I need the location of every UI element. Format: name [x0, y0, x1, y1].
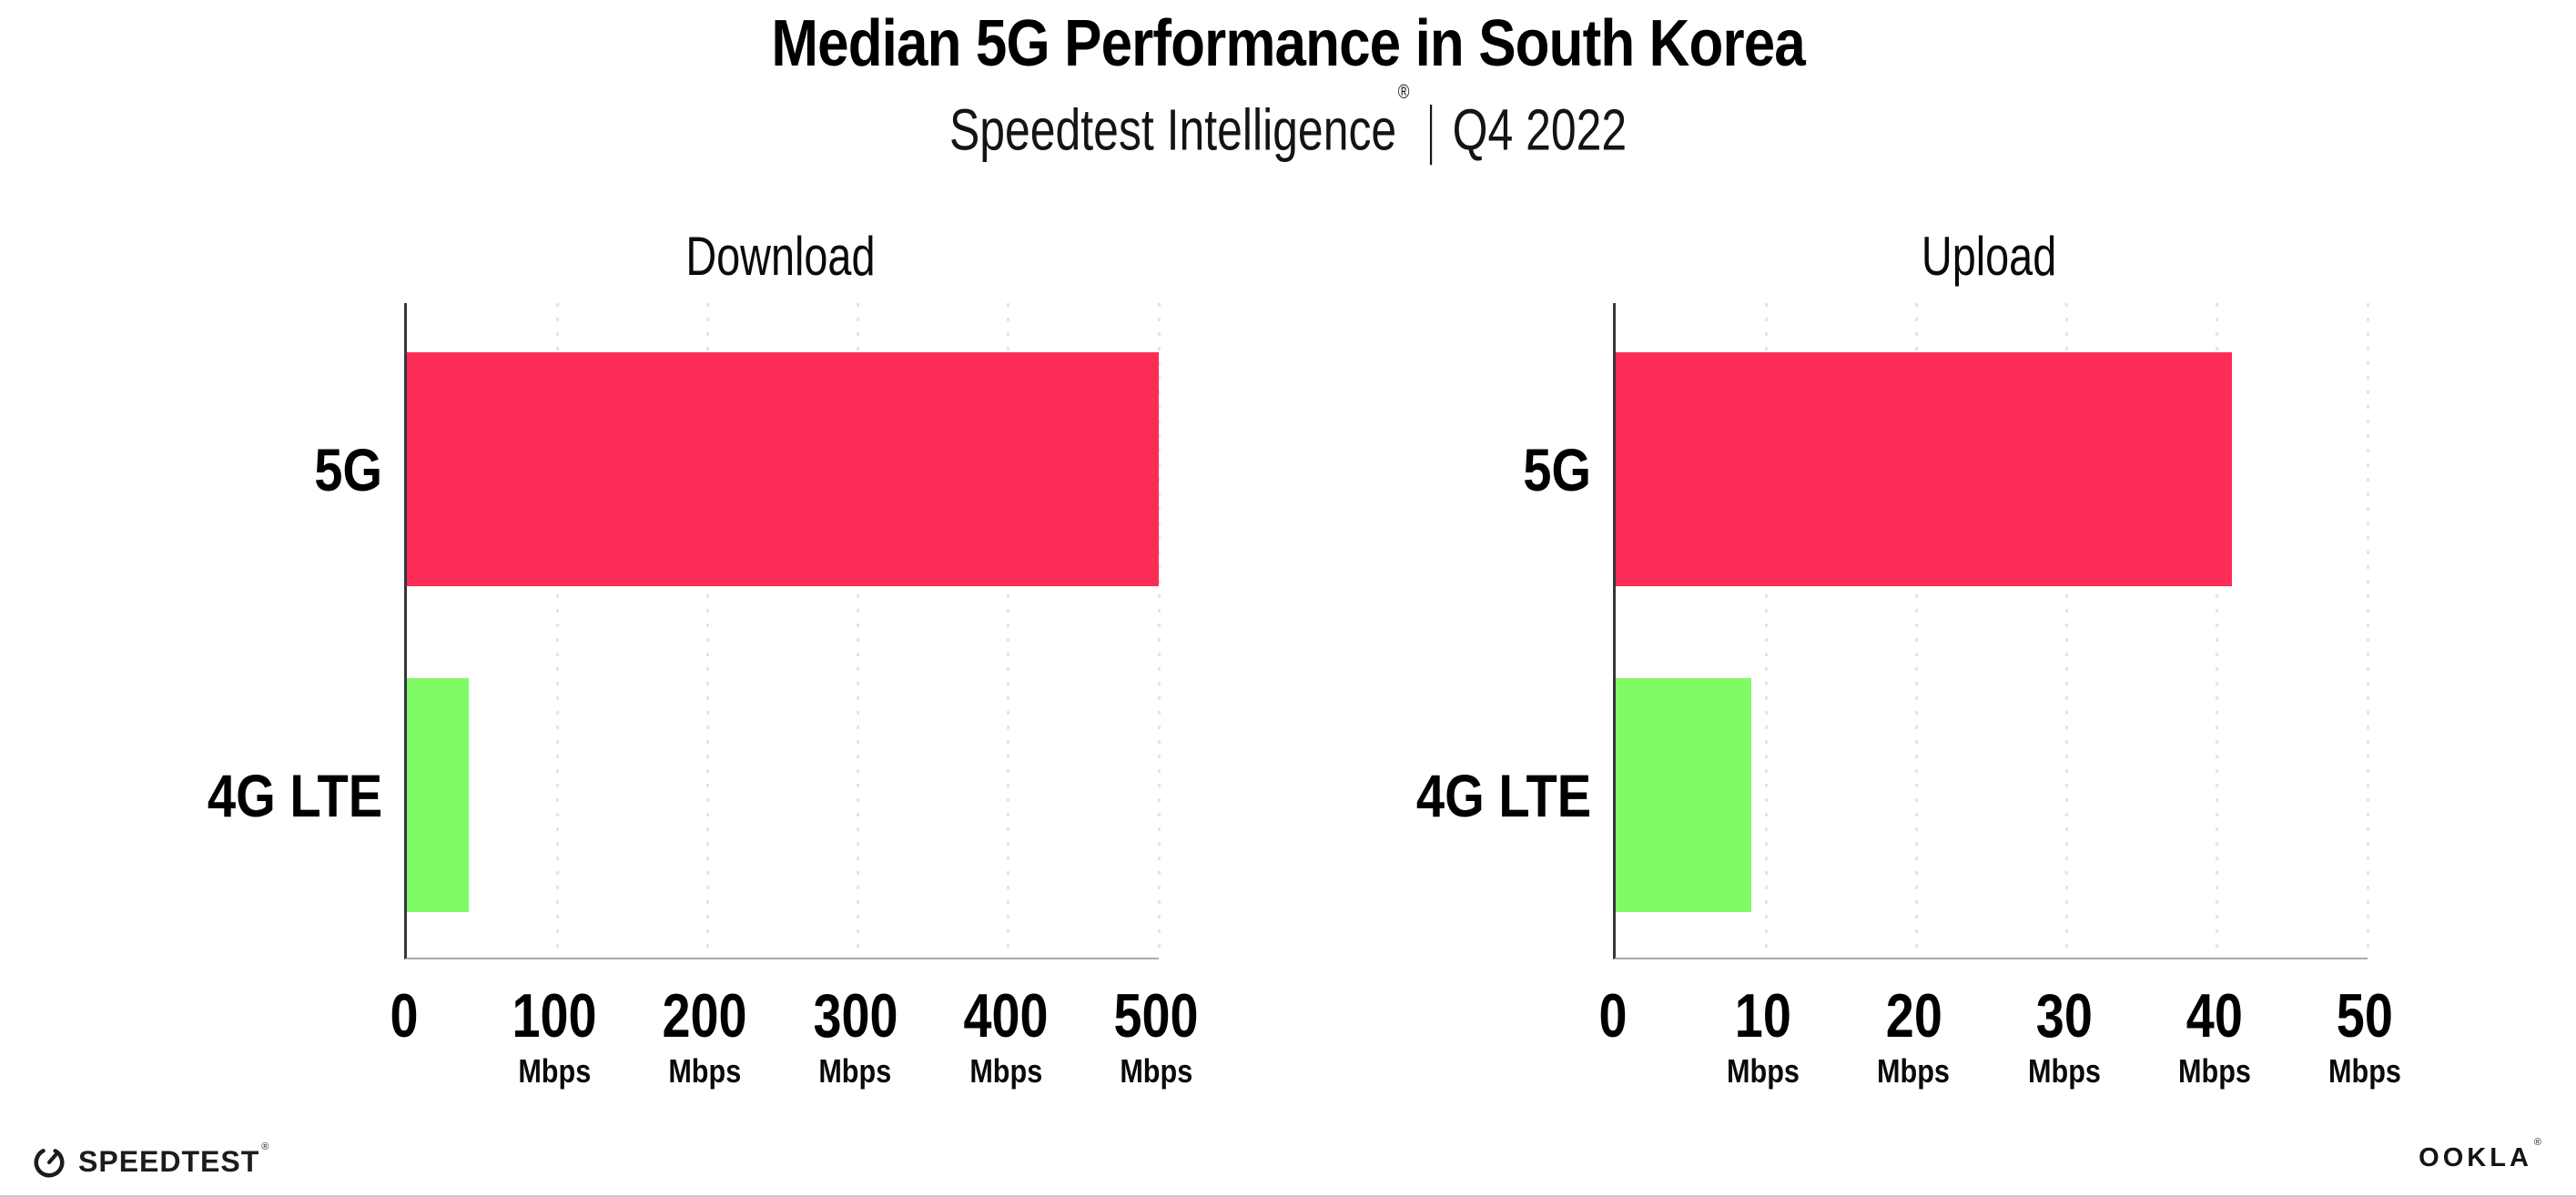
chart-upload: Upload 5G 4G LTE 0 10 Mbps 20 Mbps 30 Mbps 40 Mbp… — [1313, 0, 2401, 1197]
subtitle-period: Q4 2022 — [1452, 96, 1628, 163]
chart-title-download: Download — [685, 226, 876, 287]
x-tick-20-upload: 20 Mbps — [1871, 981, 1956, 1090]
bar-row-4g-lte-download — [407, 677, 1159, 913]
speedtest-registered-icon: ® — [261, 1141, 270, 1153]
ookla-logo-text: OOKLA® — [2419, 1137, 2545, 1172]
x-tick-400-download: 400 Mbps — [954, 981, 1057, 1090]
x-tick-unit-download: Mbps — [668, 1052, 742, 1090]
x-tick-unit-download: Mbps — [518, 1052, 592, 1090]
registered-trademark-icon: ® — [1397, 80, 1410, 103]
x-tick-unit-upload: Mbps — [2328, 1052, 2401, 1090]
category-label-4g-lte-upload: 4G LTE — [1415, 761, 1591, 829]
x-tick-unit-download: Mbps — [1120, 1052, 1192, 1090]
gridline-50-upload — [2366, 303, 2369, 958]
x-tick-300-download: 300 Mbps — [804, 981, 907, 1090]
gridline-20-upload — [1914, 303, 1918, 958]
gridline-300-download — [857, 303, 860, 958]
chart-title-upload: Upload — [1921, 226, 2057, 287]
page-title-text: Median 5G Performance in South Korea — [771, 7, 1805, 80]
x-tick-100-download: 100 Mbps — [502, 981, 605, 1090]
x-tick-unit-upload: Mbps — [1877, 1052, 1951, 1090]
bottom-border-line — [0, 1195, 2576, 1197]
x-tick-40-upload: 40 Mbps — [2172, 981, 2257, 1090]
plot-area-upload — [1613, 303, 2369, 959]
gridline-500-download — [1157, 303, 1161, 958]
x-axis-download: 0 100 Mbps 200 Mbps 300 Mbps 400 Mbps 500 Mbps — [390, 981, 1198, 1127]
bar-4g-lte-download — [407, 677, 469, 913]
bar-5g-download — [407, 351, 1159, 586]
category-label-5g-upload: 5G — [1523, 435, 1591, 503]
category-axis-upload: 5G 4G LTE — [1313, 303, 1591, 958]
gridline-400-download — [1007, 303, 1010, 958]
page-title: Median 5G Performance in South Korea — [0, 7, 2576, 80]
x-tick-500-download: 500 Mbps — [1104, 981, 1207, 1090]
bar-4g-lte-upload — [1616, 677, 1751, 913]
x-tick-unit-upload: Mbps — [2177, 1052, 2251, 1090]
gridline-100-download — [555, 303, 559, 958]
gridline-200-download — [705, 303, 709, 958]
gridline-40-upload — [2216, 303, 2219, 958]
subtitle-brand: Speedtest Intelligence — [948, 96, 1397, 163]
bar-row-4g-lte-upload — [1616, 677, 2368, 913]
bar-5g-upload — [1616, 351, 2233, 586]
plot-area-download — [404, 303, 1161, 959]
bar-row-5g-download — [407, 351, 1159, 586]
page-subtitle: Speedtest Intelligence® | Q4 2022 — [0, 80, 2576, 166]
speedtest-logo-text: SPEEDTEST ® — [78, 1141, 270, 1178]
x-tick-30-upload: 30 Mbps — [2022, 981, 2107, 1090]
chart-download: Download 5G 4G LTE 0 100 Mbps 200 Mbps 300 Mbps… — [104, 0, 1199, 1197]
x-tick-unit-upload: Mbps — [1727, 1052, 1800, 1090]
x-tick-0-download: 0 — [390, 981, 419, 1050]
x-tick-200-download: 200 Mbps — [654, 981, 756, 1090]
gridline-30-upload — [2065, 303, 2069, 958]
category-axis-download: 5G 4G LTE — [104, 303, 382, 958]
ookla-logo: OOKLA® — [2419, 1137, 2545, 1173]
x-tick-unit-upload: Mbps — [2027, 1052, 2101, 1090]
gridline-10-upload — [1764, 303, 1768, 958]
category-label-4g-lte-download: 4G LTE — [207, 761, 382, 829]
subtitle-separator: | — [1427, 93, 1435, 166]
category-label-5g-download: 5G — [314, 435, 382, 503]
ookla-registered-icon: ® — [2533, 1137, 2545, 1149]
x-axis-upload: 0 10 Mbps 20 Mbps 30 Mbps 40 Mbps 50 Mbps — [1598, 981, 2400, 1127]
speedtest-logo: SPEEDTEST ® — [33, 1141, 270, 1179]
x-tick-unit-download: Mbps — [818, 1052, 892, 1090]
x-tick-50-upload: 50 Mbps — [2322, 981, 2408, 1090]
gauge-needle — [46, 1152, 58, 1164]
x-tick-10-upload: 10 Mbps — [1720, 981, 1806, 1090]
bar-row-5g-upload — [1616, 351, 2368, 586]
x-tick-unit-download: Mbps — [969, 1052, 1042, 1090]
speedtest-gauge-icon — [34, 1147, 65, 1177]
x-tick-0-upload: 0 — [1598, 981, 1628, 1050]
